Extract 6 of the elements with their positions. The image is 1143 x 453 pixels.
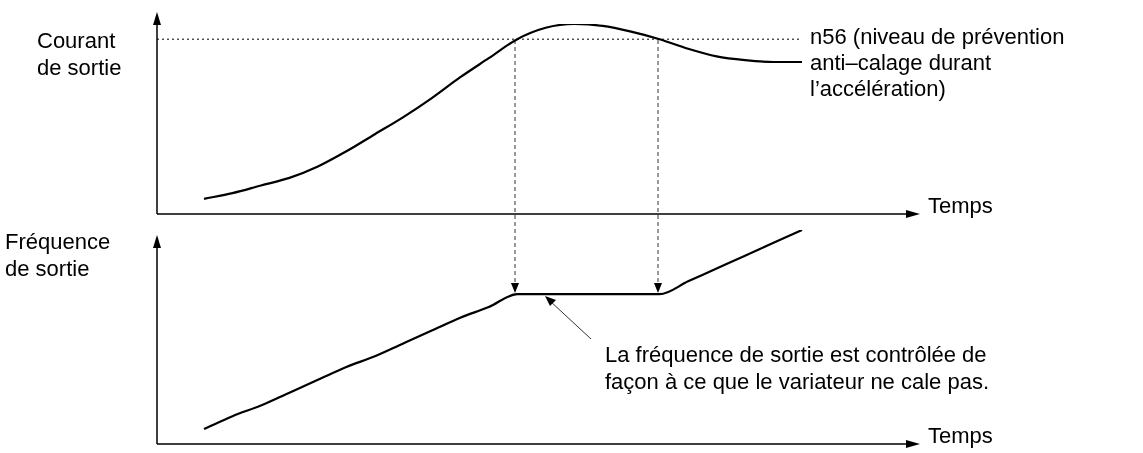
y-axis-title: Fréquence de sortie [5, 229, 111, 282]
annotation: La fréquence de sortie est contrôlée de façon à ce que le variateur ne cale pas. [605, 342, 990, 395]
y-axis-title: Courant de sortie [37, 28, 122, 81]
x-axis-title: Temps [928, 423, 993, 449]
ref-line-label: n56 (niveau de prévention anti–calage durant l’accélération) [810, 24, 1065, 102]
x-axis-title: Temps [928, 193, 993, 219]
